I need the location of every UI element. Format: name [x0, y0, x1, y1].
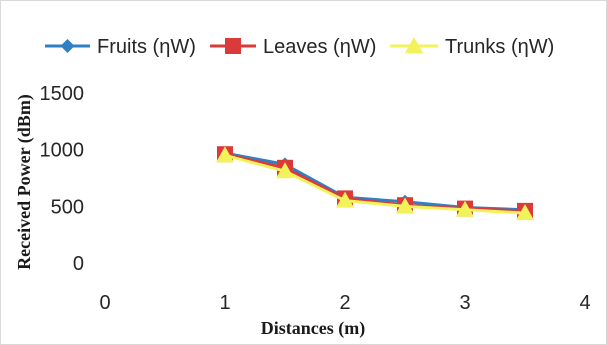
- x-tick-label: 2: [339, 292, 350, 314]
- series-layer: [216, 146, 534, 221]
- y-axis-title: Received Power (dBm): [14, 94, 35, 270]
- series-line-trunks: [224, 153, 526, 215]
- legend-item-fruits: Fruits (ηW): [45, 36, 196, 58]
- data-point-trunks: [396, 197, 414, 214]
- x-tick-label: 0: [99, 292, 110, 314]
- legend-label-fruits: Fruits (ηW): [97, 36, 196, 58]
- y-tick-label: 1500: [40, 83, 85, 105]
- x-tick-label: 1: [219, 292, 230, 314]
- x-tick-label: 4: [579, 292, 590, 314]
- x-tick-label: 3: [459, 292, 470, 314]
- y-tick-labels: 0 500 1000 1500: [40, 83, 85, 275]
- legend: Fruits (ηW) Leaves (ηW) Trunks (ηW): [45, 36, 554, 58]
- data-point-trunks: [216, 146, 234, 163]
- legend-item-trunks: Trunks (ηW): [390, 36, 554, 58]
- data-point-trunks: [336, 191, 354, 208]
- legend-label-leaves: Leaves (ηW): [263, 36, 376, 58]
- y-tick-label: 500: [51, 196, 84, 218]
- legend-item-leaves: Leaves (ηW): [210, 36, 376, 58]
- data-point-trunks: [276, 162, 294, 179]
- data-point-trunks: [456, 200, 474, 217]
- x-axis-title: Distances (m): [261, 318, 365, 339]
- data-point-trunks: [516, 204, 534, 221]
- y-tick-label: 1000: [40, 140, 85, 162]
- x-tick-labels: 0 1 2 3 4: [99, 292, 590, 314]
- y-tick-label: 0: [73, 253, 84, 275]
- legend-label-trunks: Trunks (ηW): [445, 36, 554, 58]
